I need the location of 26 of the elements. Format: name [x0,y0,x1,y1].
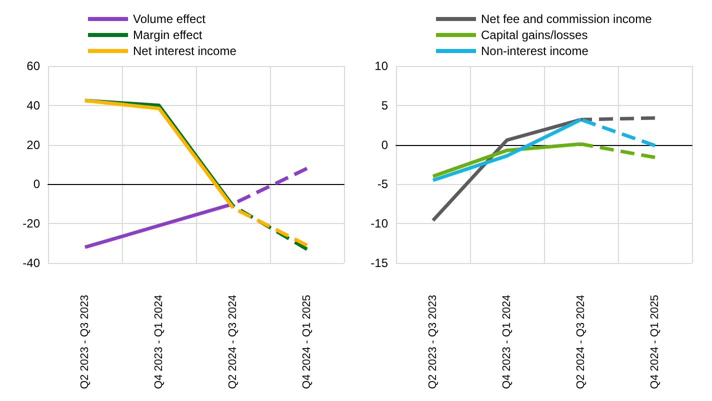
y-tick-label: 0 [33,177,40,192]
x-tick-label: Q4 2024 - Q1 2025 [649,294,661,389]
legend-label: Capital gains/losses [481,28,588,42]
x-tick-label: Q2 2023 - Q3 2023 [427,294,439,389]
x-tick-label: Q2 2024 - Q3 2024 [227,294,239,389]
legend-label: Margin effect [133,28,203,42]
legend-label: Non-interest income [481,44,589,58]
x-tick-label: Q4 2024 - Q1 2025 [301,294,313,389]
x-tick-label: Q2 2024 - Q3 2024 [575,294,587,389]
y-tick-label: -10 [370,216,388,231]
legend-label: Net fee and commission income [481,12,652,26]
y-tick-label: 0 [381,138,388,152]
x-tick-label: Q2 2023 - Q3 2023 [79,294,91,389]
y-tick-label: -5 [377,177,388,192]
legend-label: Net interest income [133,44,237,58]
y-tick-label: 10 [374,59,388,73]
y-tick-label: -20 [22,216,40,231]
y-tick-label: 20 [26,138,40,152]
y-tick-label: -40 [22,256,40,270]
x-tick-label: Q4 2023 - Q1 2024 [501,294,513,389]
y-tick-label: 5 [381,98,388,112]
y-tick-label: -15 [370,256,388,270]
y-tick-label: 40 [26,98,40,112]
legend-label: Volume effect [133,12,206,26]
x-tick-label: Q4 2023 - Q1 2024 [153,294,165,389]
y-tick-label: 60 [26,59,40,73]
